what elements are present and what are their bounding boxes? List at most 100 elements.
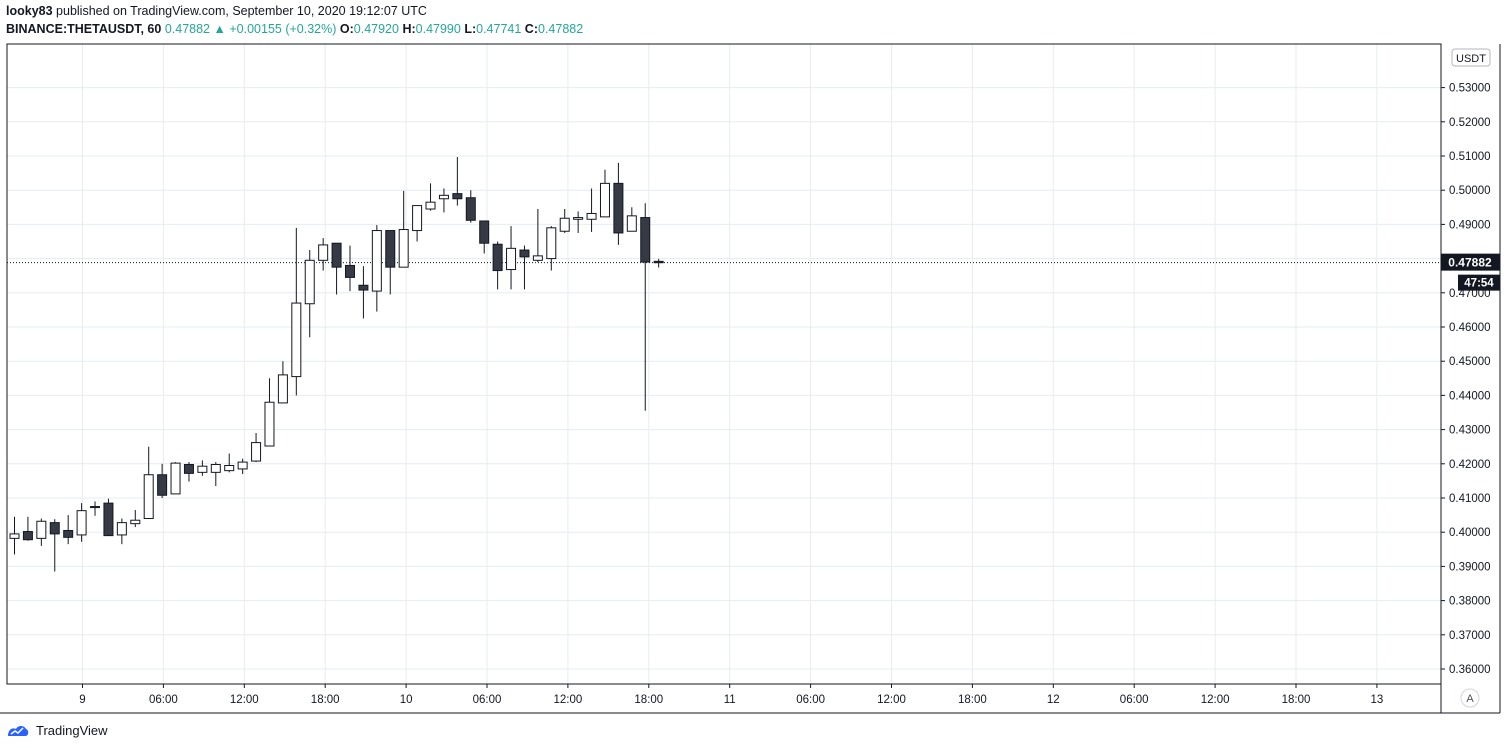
countdown-label: 47:54 bbox=[1464, 278, 1494, 290]
candle-body-down bbox=[465, 197, 476, 221]
time-tick-label: 12:00 bbox=[554, 694, 583, 706]
candle bbox=[653, 258, 664, 268]
price-tick-label: 0.38000 bbox=[1449, 596, 1491, 608]
price-tick-label: 0.36000 bbox=[1449, 664, 1491, 676]
candle bbox=[626, 207, 637, 232]
candle-body-up bbox=[210, 463, 221, 473]
candle bbox=[398, 190, 409, 268]
candle bbox=[613, 162, 624, 245]
auto-scale-label: A bbox=[1466, 693, 1474, 705]
candle bbox=[532, 209, 543, 263]
candle bbox=[210, 462, 221, 487]
last-price-box bbox=[1441, 253, 1500, 271]
publish-info: looky83 published on TradingView.com, Se… bbox=[6, 4, 427, 18]
time-tick-label: 10 bbox=[400, 694, 413, 706]
price-axis[interactable]: 0.36000 0.37000 0.38000 0.39000 0.40000 0.410… bbox=[1441, 83, 1491, 676]
author-name[interactable]: looky83 bbox=[6, 4, 53, 18]
candle-body-down bbox=[183, 463, 194, 474]
price-tick-label: 0.45000 bbox=[1449, 356, 1491, 368]
candle-body-down bbox=[22, 531, 33, 541]
candle-body-up bbox=[277, 374, 288, 404]
candle-body-down bbox=[492, 243, 503, 272]
close-label: C: bbox=[524, 22, 538, 36]
candle-body-down bbox=[479, 220, 490, 244]
candle-body-down bbox=[331, 242, 342, 268]
candle-body-up bbox=[143, 474, 154, 520]
candle-body-down bbox=[358, 284, 369, 291]
candle bbox=[251, 433, 262, 463]
price-tick-label: 0.41000 bbox=[1449, 493, 1491, 505]
candle-body-up bbox=[291, 302, 302, 378]
price-markers: USDT 0.47882 47:54 A bbox=[1441, 48, 1500, 708]
candle bbox=[385, 230, 396, 295]
symbol-label[interactable]: BINANCE:THETAUSDT, 60 bbox=[6, 22, 162, 36]
candle bbox=[546, 226, 557, 271]
candle-body-down bbox=[385, 230, 396, 268]
price-tick-label: 0.39000 bbox=[1449, 561, 1491, 573]
price-tick-label: 0.43000 bbox=[1449, 425, 1491, 437]
candle bbox=[49, 519, 60, 572]
candle bbox=[76, 503, 87, 542]
candle bbox=[130, 509, 141, 528]
candle bbox=[318, 238, 329, 271]
change-value: +0.00155 (+0.32%) bbox=[229, 22, 337, 36]
time-tick-label: 11 bbox=[724, 694, 736, 706]
ohlc-legend: BINANCE:THETAUSDT, 60 0.47882 ▲ +0.00155… bbox=[6, 22, 583, 36]
close-value: 0.47882 bbox=[538, 22, 584, 36]
price-tick-label: 0.51000 bbox=[1449, 151, 1491, 163]
brand-name: TradingView bbox=[36, 723, 108, 738]
time-tick-label: 18:00 bbox=[1282, 694, 1311, 706]
price-tick-label: 0.50000 bbox=[1449, 185, 1491, 197]
candle-body-up bbox=[425, 201, 436, 210]
candle-body-down bbox=[345, 264, 355, 278]
time-axis[interactable]: 9 06:00 12:00 18:00 10 06:00 12:00 18:00 11 06:00… bbox=[79, 684, 1383, 706]
candle-body-up bbox=[197, 465, 208, 473]
auto-scale-button[interactable] bbox=[1460, 688, 1480, 708]
candle bbox=[371, 225, 382, 312]
candle bbox=[345, 245, 355, 292]
candle-body-up bbox=[573, 217, 584, 220]
candle bbox=[519, 245, 530, 290]
candle-body-up bbox=[9, 533, 20, 539]
candle bbox=[9, 516, 20, 555]
candle bbox=[425, 183, 436, 211]
time-tick-label: 9 bbox=[79, 694, 85, 706]
candle bbox=[586, 188, 597, 232]
price-tick-label: 0.42000 bbox=[1449, 459, 1491, 471]
candle-body-down bbox=[49, 522, 60, 535]
time-tick-label: 12 bbox=[1047, 694, 1060, 706]
candle-body-up bbox=[398, 229, 409, 268]
candle-body-up bbox=[371, 230, 382, 292]
candle-body-up bbox=[438, 194, 449, 200]
candle bbox=[465, 190, 476, 223]
candle-body-down bbox=[613, 182, 624, 234]
footer-brand[interactable]: TradingView bbox=[6, 723, 108, 738]
time-tick-label: 06:00 bbox=[473, 694, 502, 706]
candle bbox=[640, 203, 651, 411]
time-tick-label: 06:00 bbox=[149, 694, 178, 706]
currency-badge[interactable] bbox=[1451, 48, 1491, 67]
chart-frame bbox=[0, 43, 1501, 714]
currency-label: USDT bbox=[1456, 53, 1486, 65]
candle-body-up bbox=[506, 247, 517, 271]
candle-body-down bbox=[103, 502, 114, 537]
candle-body-up bbox=[412, 205, 423, 232]
candle bbox=[143, 446, 154, 520]
last-price: 0.47882 bbox=[164, 22, 211, 36]
candle bbox=[116, 518, 127, 545]
candle bbox=[22, 516, 33, 541]
time-tick-label: 12:00 bbox=[1201, 694, 1230, 706]
price-tick-label: 0.40000 bbox=[1449, 527, 1491, 539]
candle bbox=[412, 205, 423, 242]
last-price-axis-label: 0.47882 bbox=[1448, 256, 1492, 270]
candle-body-up bbox=[76, 510, 87, 536]
candle bbox=[63, 515, 74, 545]
candle bbox=[331, 242, 342, 295]
tradingview-logo-icon bbox=[8, 725, 29, 736]
price-tick-label: 0.46000 bbox=[1449, 322, 1491, 334]
candle-body-up bbox=[130, 519, 141, 525]
price-tick-label: 0.52000 bbox=[1449, 117, 1491, 129]
candle-body-up bbox=[264, 401, 275, 447]
candle bbox=[264, 378, 275, 447]
